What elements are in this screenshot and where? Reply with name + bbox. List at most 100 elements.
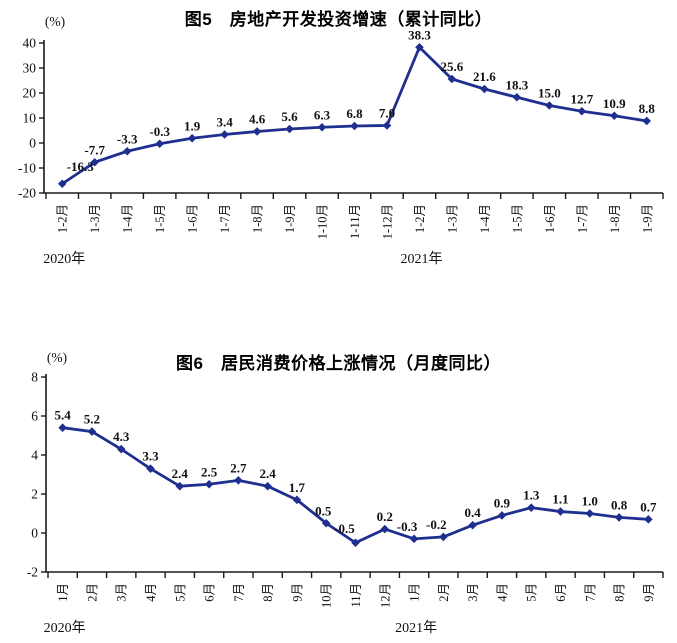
x-category-label: 6月 <box>203 583 217 602</box>
x-category-label: 9月 <box>642 583 656 602</box>
y-tick-label: -2 <box>27 565 38 580</box>
data-point-marker <box>577 106 587 116</box>
data-point-label: 3.4 <box>216 115 233 130</box>
x-category-label: 1-9月 <box>640 204 654 233</box>
data-point-label: 0.9 <box>494 495 511 510</box>
x-category-label: 2月 <box>85 583 99 602</box>
y-tick-label: 30 <box>23 61 37 76</box>
y-tick-label: 40 <box>23 36 37 51</box>
chart-figure-6: 图6 居民消费价格上涨情况（月度同比） (%) 8 6 4 2 0 -2 1月 2月 3月 4月 5月… <box>0 330 677 643</box>
data-point-marker <box>122 146 132 156</box>
x-category-label: 7月 <box>583 583 597 602</box>
data-point-marker <box>415 42 424 52</box>
data-point-marker <box>116 444 126 454</box>
data-point-label: 3.3 <box>142 449 159 464</box>
x-category-label: 8月 <box>261 583 275 602</box>
unit-label: (%) <box>47 350 67 365</box>
x-category-label: 3月 <box>115 583 129 602</box>
x-category-label: 1月 <box>56 583 70 602</box>
data-point-marker <box>468 520 477 530</box>
data-point-marker <box>439 532 448 542</box>
y-tick-label: -10 <box>18 161 36 176</box>
y-tick-label: 4 <box>31 448 38 463</box>
x-category-label: 1-9月 <box>283 204 297 233</box>
data-point-marker <box>175 481 185 491</box>
data-point-marker <box>447 74 457 84</box>
x-category-label: 1-10月 <box>316 204 330 239</box>
x-category-label: 1-4月 <box>121 204 135 233</box>
data-line <box>62 426 649 545</box>
y-tick-label: 6 <box>31 409 38 424</box>
chart5-title: 图5 房地产开发投资增速（累计同比） <box>184 10 493 29</box>
data-point-marker <box>87 427 97 436</box>
data-point-marker <box>545 101 554 110</box>
x-category-label: 11月 <box>349 583 363 608</box>
data-point-marker <box>480 84 489 94</box>
data-point-marker <box>497 511 507 520</box>
data-point-label: 1.7 <box>289 480 306 495</box>
data-point-marker <box>614 513 624 522</box>
data-point-label: 6.3 <box>314 107 331 122</box>
data-point-label: 8.8 <box>639 101 656 116</box>
chart6-canvas: (%) 8 6 4 2 0 -2 1月 2月 3月 4月 5月 6月 7月 8月 9月 10月 11月 12月 1月 2… <box>27 350 664 636</box>
data-point-marker <box>644 515 653 524</box>
data-point-label: -0.3 <box>397 519 418 534</box>
x-category-label: 1-5月 <box>153 204 167 233</box>
data-point-marker <box>285 124 294 134</box>
data-point-marker <box>609 111 619 121</box>
data-point-label: 4.6 <box>249 112 266 127</box>
y-tick-label: -20 <box>18 186 36 201</box>
data-point-label: -0.5 <box>334 521 355 536</box>
x-category-label: 10月 <box>320 583 334 608</box>
x-category-label: 9月 <box>290 583 304 602</box>
x-category-label: 1-5月 <box>510 204 524 233</box>
data-point-label: 1.1 <box>552 492 568 507</box>
year-label: 2021年 <box>395 620 437 636</box>
x-category-label: 1-7月 <box>575 204 589 233</box>
data-point-label: 6.8 <box>346 106 363 121</box>
data-point-label: 4.3 <box>113 429 130 444</box>
x-category-label: 1-12月 <box>380 204 394 239</box>
x-category-label: 1-6月 <box>186 204 200 233</box>
data-point-label: 38.3 <box>408 27 431 42</box>
x-category-label: 1-4月 <box>478 204 492 233</box>
y-tick-label: 0 <box>29 136 36 151</box>
year-label: 2021年 <box>400 251 442 267</box>
data-point-label: 2.4 <box>172 466 189 481</box>
data-point-label: 0.7 <box>640 499 657 514</box>
x-category-label: 1-8月 <box>251 204 265 233</box>
data-point-label: 15.0 <box>538 86 561 101</box>
data-point-label: 2.4 <box>260 466 277 481</box>
data-point-marker <box>292 495 302 505</box>
data-point-marker <box>642 116 652 126</box>
data-point-label: 5.2 <box>84 412 100 427</box>
data-point-label: 0.8 <box>611 497 628 512</box>
data-point-label: 12.7 <box>570 91 593 106</box>
data-point-label: -0.3 <box>149 124 170 139</box>
data-point-marker <box>317 122 327 132</box>
y-tick-label: 20 <box>23 86 37 101</box>
data-point-marker <box>350 121 359 131</box>
data-point-marker <box>220 130 229 139</box>
data-point-marker <box>512 92 522 102</box>
data-point-marker <box>382 121 392 130</box>
x-category-label: 1-7月 <box>218 204 232 233</box>
x-category-label: 6月 <box>554 583 568 602</box>
data-point-label: 7.0 <box>379 106 395 121</box>
x-category-label: 12月 <box>378 583 392 608</box>
data-point-marker <box>409 534 419 544</box>
data-point-label: 1.0 <box>582 494 598 509</box>
x-category-label: 4月 <box>495 583 509 602</box>
x-category-label: 5月 <box>173 583 187 602</box>
data-point-marker <box>585 509 595 518</box>
data-point-label: -3.3 <box>117 131 138 146</box>
data-point-marker <box>380 524 390 534</box>
data-point-marker <box>556 507 565 516</box>
x-category-label: 1-6月 <box>543 204 557 233</box>
chart-figure-5: 图5 房地产开发投资增速（累计同比） (%) 40 30 20 10 0 -10 -20 1-2… <box>0 0 677 280</box>
data-point-label: 21.6 <box>473 69 496 84</box>
x-category-label: 1月 <box>408 583 422 602</box>
y-tick-label: 8 <box>31 370 38 385</box>
x-category-label: 1-11月 <box>348 204 362 239</box>
data-point-label: 2.7 <box>230 460 247 475</box>
